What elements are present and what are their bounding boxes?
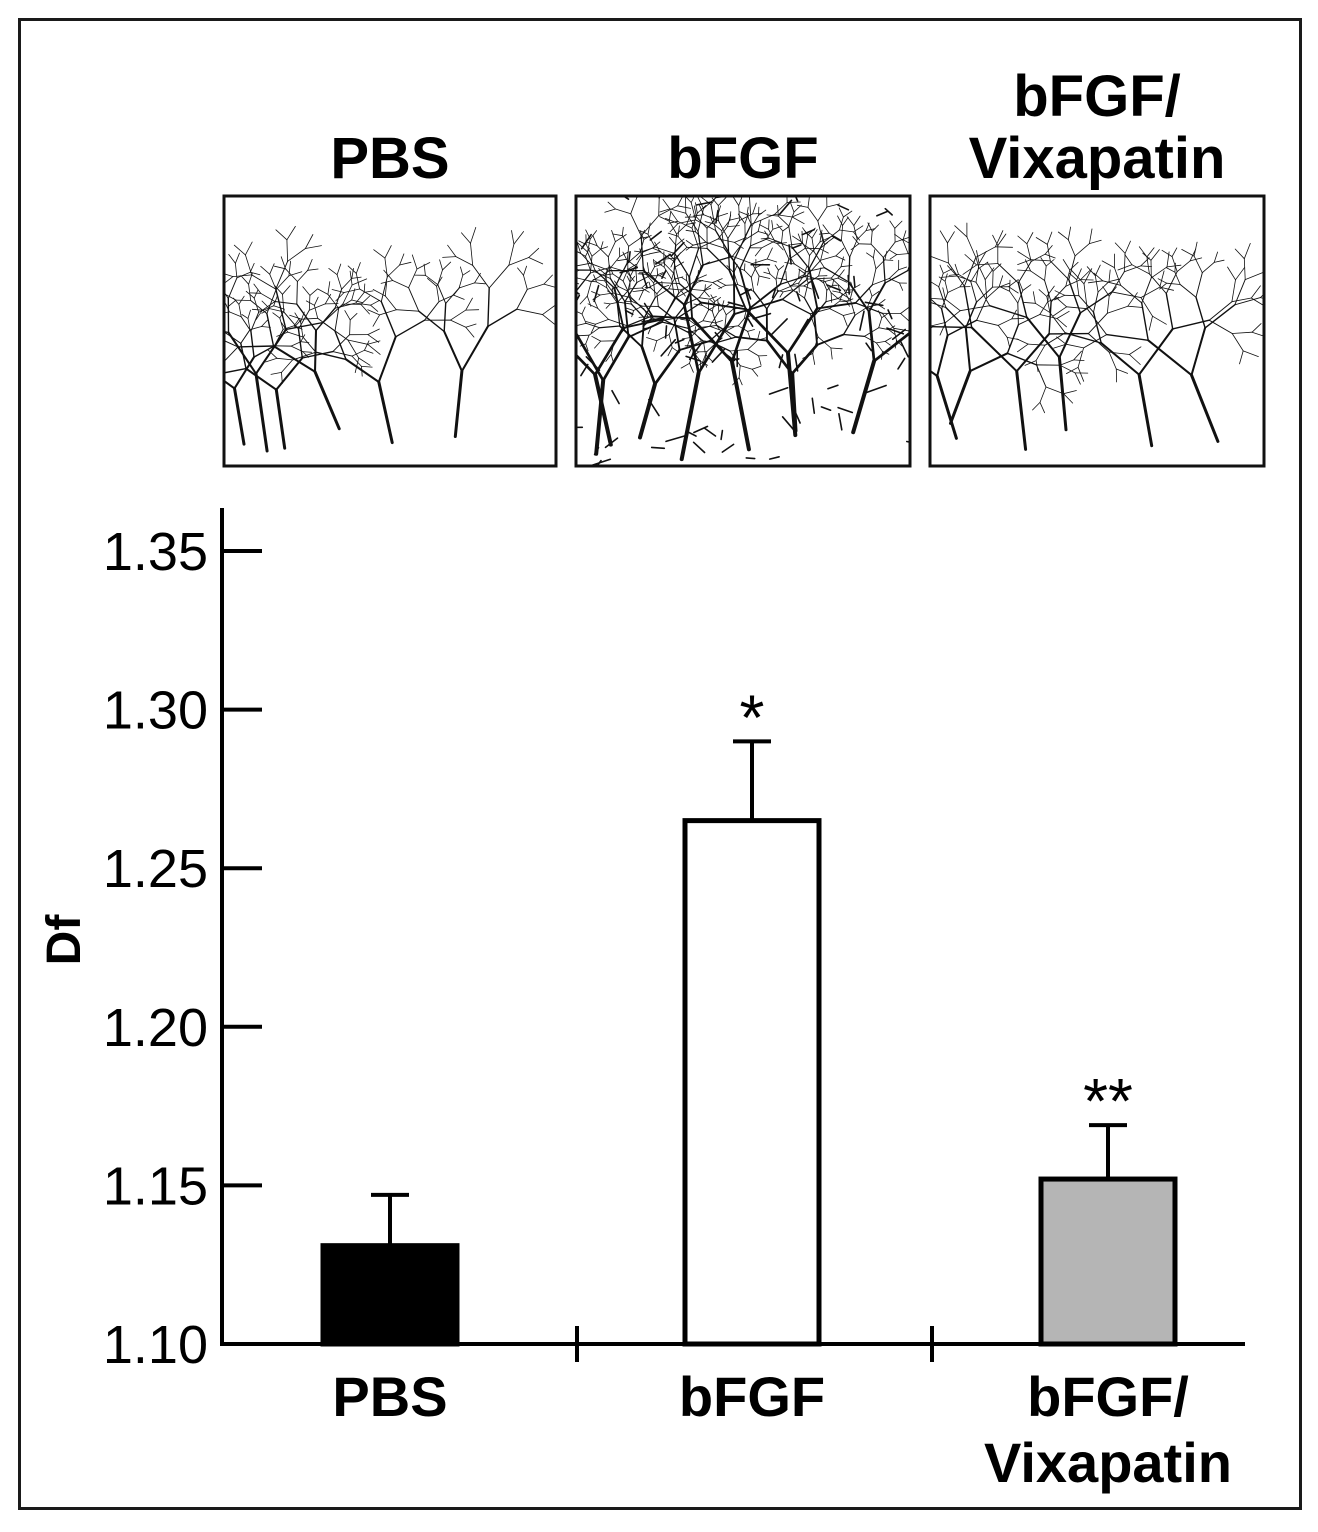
vessel-panel-border	[928, 194, 1266, 468]
x-category-label: bFGF/	[1027, 1365, 1189, 1428]
significance-marker: **	[1083, 1065, 1133, 1137]
vessel-network-image	[576, 196, 910, 466]
bar	[682, 818, 822, 1347]
vessel-panel-title: bFGF	[667, 126, 818, 191]
vessel-panel-title: PBS	[330, 126, 449, 191]
y-tick-label: 1.35	[103, 522, 208, 582]
vessel-panels: PBS bFGF bFGF/Vixapatin	[222, 64, 1266, 468]
chart-bars	[320, 739, 1178, 1347]
vessel-panel-title: Vixapatin	[969, 126, 1226, 191]
y-tick-label: 1.20	[103, 998, 208, 1058]
figure-frame	[18, 18, 1302, 1510]
y-axis-title: Df	[38, 914, 91, 966]
vessel-panel-1: PBS	[222, 126, 558, 468]
vessel-network-image	[930, 222, 1264, 451]
chart-labels: PBS * bFGF ** bFGF/Vixapatin	[332, 681, 1232, 1494]
x-category-label: PBS	[332, 1365, 447, 1428]
vessel-panel-title: bFGF/	[1013, 64, 1181, 129]
vessel-panel-border	[574, 194, 912, 468]
vessel-network-image	[224, 225, 556, 453]
y-tick-label: 1.25	[103, 839, 208, 899]
vessel-panel-border	[222, 194, 558, 468]
vessel-panel-3: bFGF/Vixapatin	[928, 64, 1266, 468]
y-tick-label: 1.30	[103, 681, 208, 741]
x-category-label: Vixapatin	[984, 1431, 1232, 1494]
bar	[1038, 1176, 1178, 1347]
y-tick-label: 1.10	[103, 1315, 208, 1375]
y-tick-label: 1.15	[103, 1156, 208, 1216]
significance-marker: *	[740, 681, 765, 753]
x-category-label: bFGF	[679, 1365, 825, 1428]
vessel-panel-2: bFGF	[574, 126, 912, 468]
bar	[320, 1243, 460, 1347]
